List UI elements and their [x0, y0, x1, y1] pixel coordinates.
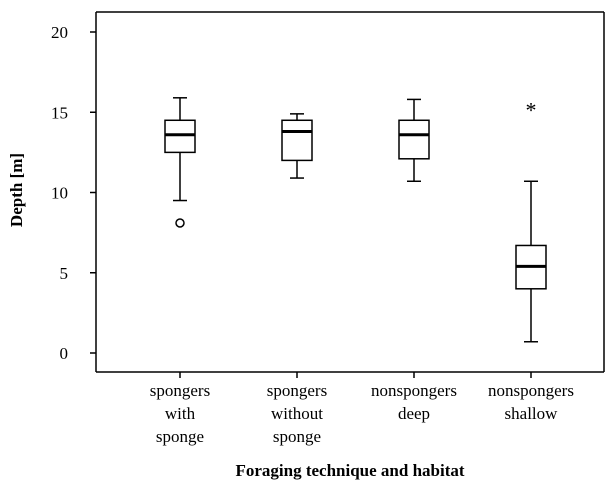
interquartile-box	[281, 119, 313, 162]
x-tick-labels: spongers with sponge spongers without sponge n…	[150, 372, 574, 446]
axes	[95, 11, 605, 373]
x-tick-label: without	[271, 404, 323, 423]
x-tick-label: deep	[398, 404, 430, 423]
x-tick-label: sponge	[273, 427, 321, 446]
y-tick-label: 10	[51, 184, 68, 203]
y-tick-label: 15	[51, 103, 68, 122]
x-tick-label: nonspongers	[488, 381, 574, 400]
x-tick-label: spongers	[150, 381, 210, 400]
outlier-circle	[175, 218, 185, 228]
box-3	[398, 98, 430, 183]
box-2	[281, 113, 313, 179]
y-tick-label: 20	[51, 23, 68, 42]
y-tick-label: 5	[60, 264, 69, 283]
x-tick-label: sponge	[156, 427, 204, 446]
x-tick-label: nonspongers	[371, 381, 457, 400]
box-1	[164, 97, 196, 228]
y-tick-label: 0	[60, 344, 69, 363]
interquartile-box	[164, 119, 196, 154]
x-tick-label: with	[165, 404, 196, 423]
x-axis-title: Foraging technique and habitat	[235, 461, 464, 480]
x-tick-label: spongers	[267, 381, 327, 400]
box-4: *	[515, 97, 547, 343]
y-ticks: 0 5 10 15 20	[51, 23, 96, 363]
interquartile-box	[398, 119, 430, 160]
x-tick-label: shallow	[505, 404, 559, 423]
boxes: *	[164, 97, 547, 343]
outlier-star: *	[526, 97, 537, 122]
y-axis-title: Depth [m]	[7, 153, 26, 227]
